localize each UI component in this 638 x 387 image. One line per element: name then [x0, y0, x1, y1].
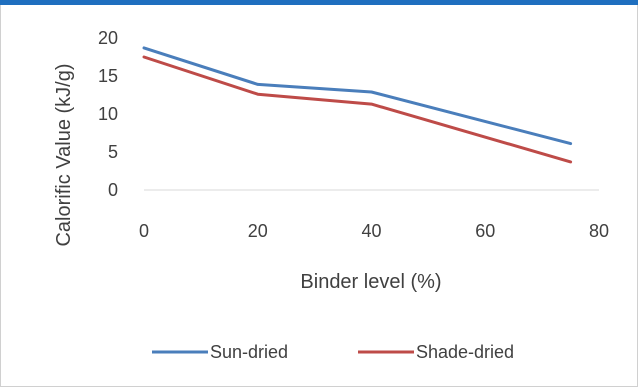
legend-item: Sun-dried: [152, 342, 288, 362]
y-tick-label: 20: [98, 28, 118, 48]
x-tick-label: 80: [589, 221, 609, 241]
y-tick-label: 0: [108, 180, 118, 200]
series-line-sun-dried: [142, 46, 573, 146]
x-tick-label: 40: [361, 221, 381, 241]
window-top-bar: [0, 0, 638, 5]
x-axis-title: Binder level (%): [300, 271, 441, 293]
y-tick-label: 10: [98, 104, 118, 124]
series-lines: [142, 46, 573, 164]
y-axis-ticks: 0 5 10 15 20: [98, 28, 118, 200]
legend-label: Sun-dried: [210, 342, 288, 362]
x-tick-label: 0: [139, 221, 149, 241]
x-tick-label: 20: [248, 221, 268, 241]
legend-label: Shade-dried: [416, 342, 514, 362]
y-tick-label: 5: [108, 142, 118, 162]
y-axis-title: Calorific Value (kJ/g): [53, 63, 75, 246]
y-tick-label: 15: [98, 66, 118, 86]
x-tick-label: 60: [475, 221, 495, 241]
series-line-shade-dried: [142, 55, 573, 164]
legend: Sun-dried Shade-dried: [152, 342, 514, 362]
legend-item: Shade-dried: [358, 342, 514, 362]
x-axis-ticks: 0 20 40 60 80: [139, 221, 609, 241]
